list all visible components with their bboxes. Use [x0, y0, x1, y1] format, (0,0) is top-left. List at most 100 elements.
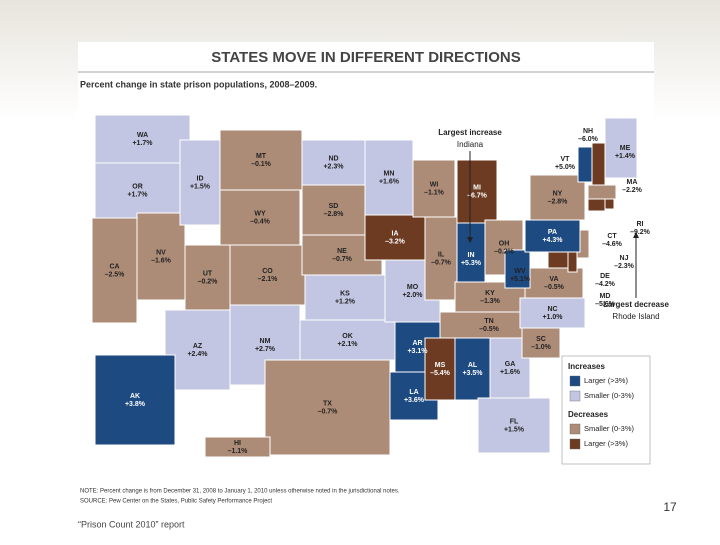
state-labels: WA+1.7%OR+1.7%CA–2.5%NV–1.6%ID+1.5%MT–0.…: [105, 128, 651, 455]
state: [524, 219, 581, 253]
legend-label: Larger (>3%): [584, 439, 628, 448]
state-change: +3.6%: [404, 397, 425, 404]
state-change: –2.1%: [258, 276, 279, 283]
state: [477, 397, 551, 454]
state: [94, 354, 176, 446]
legend-label: Larger (>3%): [584, 376, 628, 385]
state-abbr: IL: [438, 251, 445, 258]
state-change: +2.0%: [402, 292, 423, 299]
state-change: –0.7%: [431, 259, 452, 266]
state-abbr: KY: [485, 290, 495, 297]
state-change: +1.7%: [127, 191, 148, 198]
state: [264, 359, 391, 456]
state-change: –0.1%: [251, 161, 272, 168]
state-change: +1.4%: [615, 153, 636, 160]
state: [424, 337, 456, 401]
state-abbr: CT: [607, 233, 617, 240]
state: [604, 117, 638, 179]
state-abbr: WA: [137, 132, 148, 139]
state: [136, 212, 186, 301]
state-change: –0.5%: [544, 284, 565, 291]
state: [412, 159, 456, 218]
state-abbr: OK: [342, 333, 353, 340]
state-abbr: ND: [328, 155, 338, 162]
state-abbr: LA: [409, 389, 418, 396]
state-abbr: VA: [549, 276, 558, 283]
state-change: –4.2%: [595, 281, 616, 288]
state-abbr: TN: [484, 318, 493, 325]
map-title: STATES MOVE IN DIFFERENT DIRECTIONS: [211, 49, 520, 66]
state-change: –0.4%: [250, 218, 271, 225]
state-abbr: GA: [505, 361, 516, 368]
state: [301, 184, 366, 236]
state-change: +5.0%: [555, 164, 576, 171]
note: NOTE: Percent change is from December 31…: [80, 489, 400, 495]
state: [301, 139, 366, 186]
state-change: –1.3%: [480, 298, 501, 305]
state-change: +1.0%: [542, 314, 563, 321]
state-change: –0.2%: [494, 248, 515, 255]
state: [299, 319, 396, 361]
state-change: –0.2%: [198, 278, 219, 285]
state: [304, 274, 386, 321]
state-abbr: MT: [256, 153, 267, 160]
legend-heading: Decreases: [568, 410, 609, 419]
state-abbr: WY: [254, 210, 266, 217]
state: [504, 249, 531, 289]
state-abbr: MS: [435, 362, 446, 369]
state-abbr: SC: [536, 336, 546, 343]
state-abbr: IN: [468, 252, 475, 259]
state-abbr: PA: [548, 229, 557, 236]
annotation-heading: Largest increase: [438, 128, 502, 137]
state-abbr: OR: [132, 183, 143, 190]
state-abbr: MI: [473, 184, 481, 191]
state: [179, 139, 221, 226]
state: [577, 146, 593, 183]
state-abbr: NE: [337, 248, 347, 255]
state-change: –0.7%: [332, 256, 353, 263]
legend-label: Smaller (0-3%): [584, 424, 635, 433]
state-change: –1.0%: [531, 344, 552, 351]
state-abbr: OH: [499, 240, 510, 247]
legend: Larger (>3%) Smaller (0-3%) Smaller (0-3%)…: [569, 375, 635, 450]
state-change: –5.6%: [595, 301, 616, 308]
state: [219, 189, 301, 246]
state-abbr: AK: [130, 393, 140, 400]
state-abbr: KS: [340, 290, 350, 297]
state-abbr: AZ: [193, 343, 203, 350]
state-abbr: MD: [600, 293, 611, 300]
state-change: –2.8%: [324, 211, 345, 218]
state-abbr: NM: [260, 338, 271, 345]
state-abbr: CO: [262, 268, 273, 275]
state-change: –1.6%: [151, 257, 172, 264]
state: [94, 162, 181, 219]
state: [567, 251, 578, 273]
page-number: 17: [663, 500, 677, 514]
state: [604, 198, 615, 210]
state: [364, 214, 426, 261]
annotation-state: Rhode Island: [612, 312, 659, 321]
state-change: –1.1%: [228, 448, 249, 455]
legend-swatch: [569, 423, 581, 435]
state: [204, 436, 271, 458]
state-abbr: TX: [323, 400, 332, 407]
state-change: +3.5%: [462, 370, 483, 377]
state-change: –3.2%: [385, 238, 406, 245]
state-change: +2.3%: [323, 163, 344, 170]
annotation-heading: Largest decrease: [603, 300, 669, 309]
state: [521, 327, 561, 359]
state-abbr: FL: [510, 418, 519, 425]
state-change: +2.4%: [187, 351, 208, 358]
state-abbr: HI: [234, 440, 241, 447]
state-change: +2.7%: [255, 346, 276, 353]
state-change: –5.4%: [430, 370, 451, 377]
state: [424, 216, 458, 301]
state: [587, 184, 617, 200]
map-subtitle: Percent change in state prison populatio…: [80, 79, 317, 89]
state-change: +2.1%: [337, 341, 358, 348]
state-change: +3.1%: [407, 348, 428, 355]
legend-label: Smaller (0-3%): [584, 391, 635, 400]
state-change: +1.7%: [132, 140, 153, 147]
state-abbr: NJ: [620, 255, 629, 262]
state-change: +1.2%: [335, 298, 356, 305]
